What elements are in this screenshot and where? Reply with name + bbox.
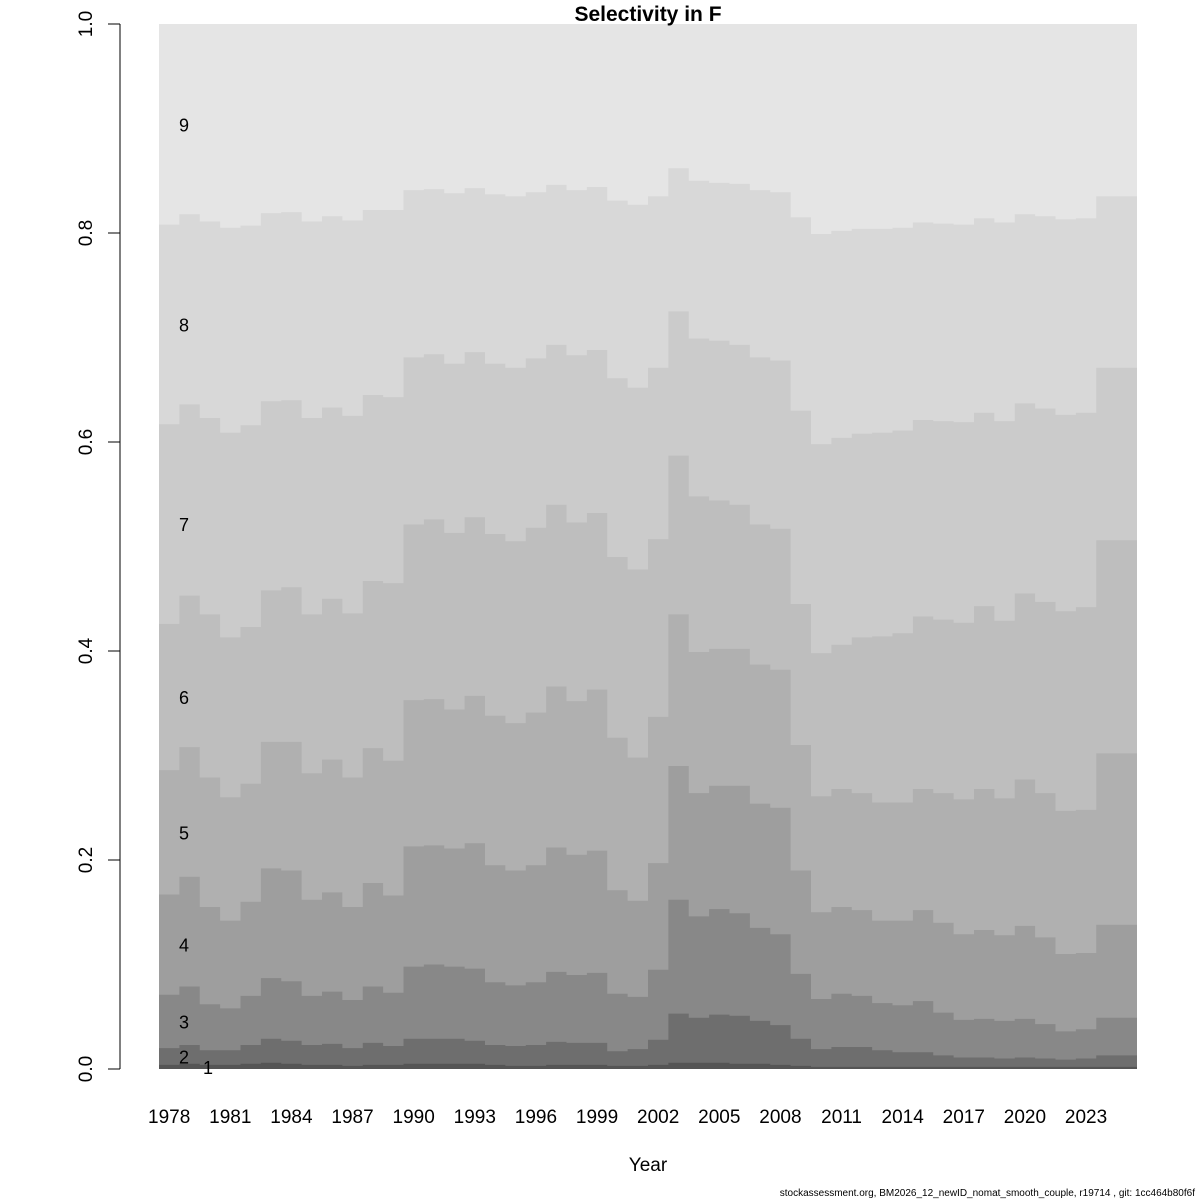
x-tick-label: 2020	[1004, 1107, 1046, 1128]
x-tick-label: 2014	[882, 1107, 925, 1128]
band-label-age-3: 3	[179, 1012, 189, 1032]
band-labels: 12 3 4 5 6 7 8 9	[179, 115, 213, 1078]
band-label-age-9: 9	[179, 115, 189, 135]
x-axis-label: Year	[629, 1155, 668, 1176]
band-label-age-8: 8	[179, 315, 189, 335]
x-tick-label: 1978	[148, 1107, 190, 1128]
band-age-1	[159, 1062, 1137, 1069]
band-label-age-7: 7	[179, 515, 189, 535]
x-tick-label: 2008	[759, 1107, 801, 1128]
x-tick-label: 1987	[331, 1107, 373, 1128]
y-tick-label: 0.0	[76, 1056, 97, 1082]
x-tick-label: 1996	[515, 1107, 557, 1128]
y-axis: 0.0 0.2 0.4 0.6 0.8 1.0	[76, 11, 121, 1082]
stacked-bands	[159, 24, 1137, 1070]
x-tick-label: 1993	[454, 1107, 496, 1128]
x-tick-label: 2023	[1065, 1107, 1107, 1128]
x-tick-label: 2005	[698, 1107, 740, 1128]
band-age-3	[159, 899, 1137, 1069]
band-age-2	[159, 1013, 1137, 1069]
band-label-age-6: 6	[179, 688, 189, 708]
band-label-age-4: 4	[179, 936, 189, 956]
band-label-age-1: 1	[203, 1058, 213, 1078]
y-tick-label: 0.6	[76, 429, 97, 455]
band-label-age-2: 2	[179, 1047, 189, 1067]
x-tick-label: 1999	[576, 1107, 618, 1128]
x-tick-label: 2017	[943, 1107, 985, 1128]
x-tick-label: 1984	[270, 1107, 313, 1128]
footer-note: stockassessment.org, BM2026_12_newID_nom…	[780, 1188, 1195, 1199]
y-tick-label: 0.8	[76, 220, 97, 246]
x-tick-label: 2011	[821, 1107, 862, 1128]
y-tick-label: 0.4	[76, 637, 97, 664]
x-axis: 1978 1981 1984 1987 1990 1993 1996 1999 2002 2005…	[148, 1107, 1107, 1128]
y-tick-label: 1.0	[76, 11, 97, 37]
band-label-age-5: 5	[179, 823, 189, 843]
chart-title: Selectivity in F	[574, 3, 721, 26]
x-tick-label: 1990	[393, 1107, 435, 1128]
x-tick-label: 2002	[637, 1107, 679, 1128]
y-tick-label: 0.2	[76, 847, 97, 873]
x-tick-label: 1981	[209, 1107, 251, 1128]
